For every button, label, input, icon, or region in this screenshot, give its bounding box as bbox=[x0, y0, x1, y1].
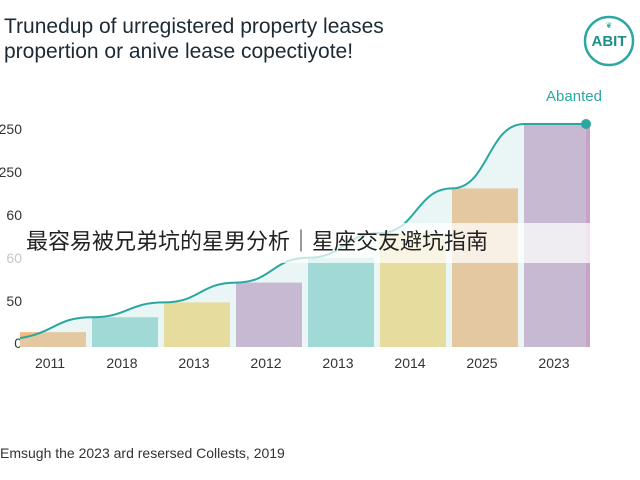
overlay-banner bbox=[0, 223, 640, 263]
y-tick-label: 50 bbox=[6, 293, 22, 309]
x-tick-label: 2018 bbox=[106, 355, 137, 371]
logo-text: ABIT bbox=[592, 33, 627, 50]
y-tick-label: 250 bbox=[0, 164, 22, 180]
trend-end-label: Abanted bbox=[546, 88, 602, 105]
overlay-banner-text: 最容易被兄弟坑的星男分析｜星座交友避坑指南 bbox=[26, 230, 489, 255]
x-tick-label: 2014 bbox=[394, 355, 425, 371]
x-tick-label: 2013 bbox=[178, 355, 209, 371]
x-tick-label: 2023 bbox=[538, 355, 569, 371]
title-line-1: Trunedup of urregistered property leases bbox=[4, 15, 384, 38]
bar bbox=[92, 317, 158, 347]
bar bbox=[452, 188, 518, 347]
y-tick-label: 60 bbox=[6, 207, 22, 223]
bar bbox=[164, 302, 230, 347]
title-line-2: propertion or anive lease copectiyote! bbox=[4, 40, 354, 63]
logo-leaf-icon: ❦ bbox=[606, 21, 613, 30]
x-tick-label: 2013 bbox=[322, 355, 353, 371]
logo-ring bbox=[583, 15, 635, 67]
x-tick-label: 2012 bbox=[250, 355, 281, 371]
x-tick-label: 2025 bbox=[466, 355, 497, 371]
trend-end-point bbox=[581, 119, 591, 129]
y-tick-label: 0 bbox=[14, 335, 22, 351]
x-tick-label: 2011 bbox=[35, 355, 65, 371]
abit-logo: ABIT ❦ bbox=[583, 15, 635, 67]
bar bbox=[20, 332, 86, 347]
chart-title: Trunedup of urregistered property leases… bbox=[4, 14, 384, 64]
chart-caption: Emsugh the 2023 ard resersed Collests, 2… bbox=[0, 445, 285, 461]
y-tick-label: 250 bbox=[0, 121, 22, 137]
bar bbox=[236, 282, 302, 347]
trend-area bbox=[20, 124, 586, 347]
bar bbox=[308, 257, 374, 347]
